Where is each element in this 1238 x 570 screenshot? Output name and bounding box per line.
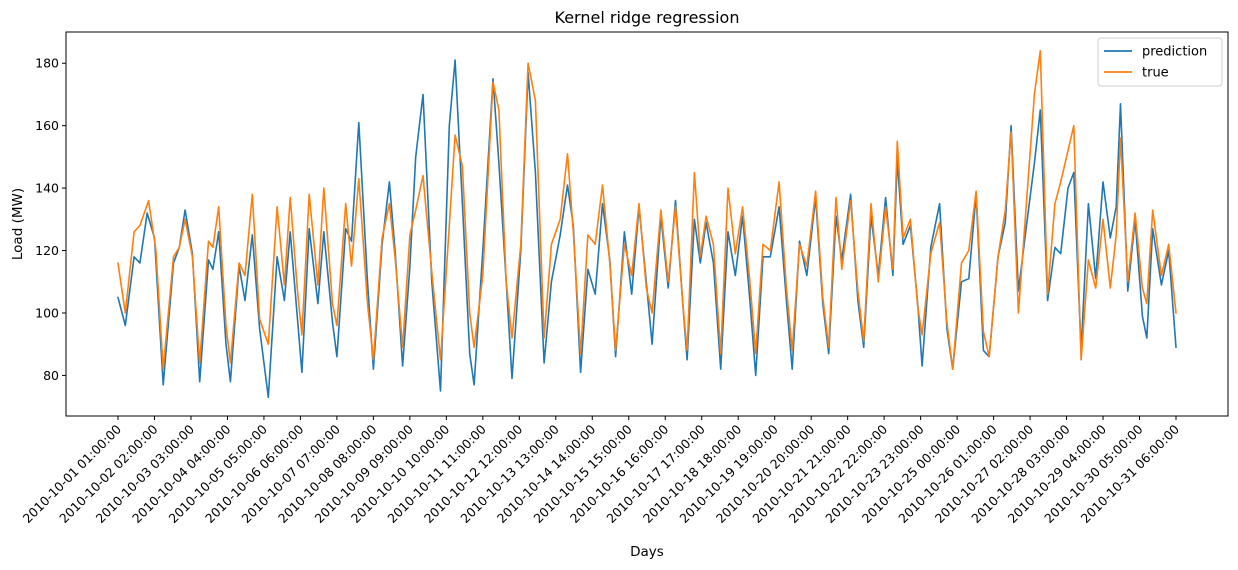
legend: prediction true — [1097, 37, 1223, 87]
x-axis-title: Days — [630, 544, 664, 560]
y-tick-label: 140 — [35, 181, 59, 196]
y-tick-label: 80 — [43, 368, 59, 383]
y-tick-label: 160 — [35, 118, 59, 133]
series-line-prediction — [117, 59, 1177, 399]
legend-label-true: true — [1142, 66, 1169, 81]
series-line-true — [117, 49, 1177, 370]
chart-title: Kernel ridge regression — [555, 8, 740, 27]
y-tick-label: 180 — [35, 56, 59, 71]
y-tick-label: 100 — [35, 305, 59, 320]
legend-label-prediction: prediction — [1142, 45, 1207, 60]
series-layer — [117, 49, 1177, 399]
plot-frame — [65, 31, 1229, 417]
y-axis-title: Load (MW) — [10, 188, 26, 260]
legend-box — [1097, 37, 1223, 87]
y-tick-label: 120 — [35, 243, 59, 258]
y-axis: 80 100 120 140 160 180 — [35, 56, 66, 383]
